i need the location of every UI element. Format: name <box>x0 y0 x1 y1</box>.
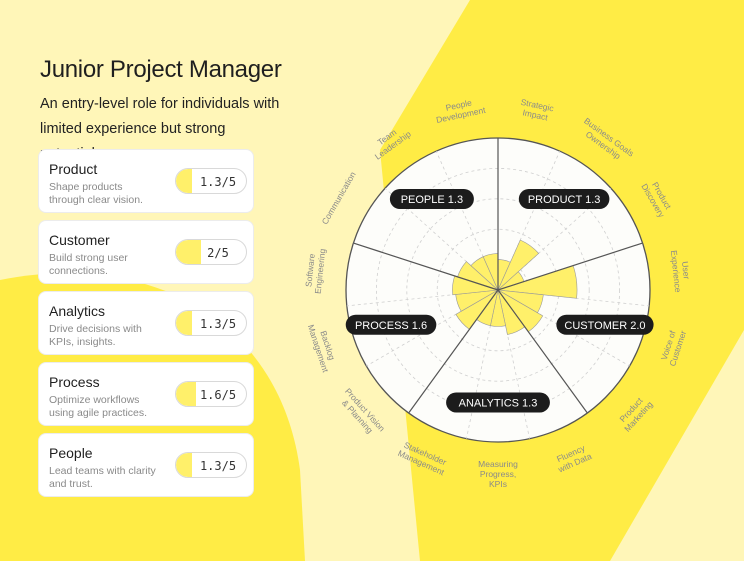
chart-bar <box>497 239 540 291</box>
card-customer[interactable]: Customer Build strong user connections. … <box>38 220 254 284</box>
card-title: Product <box>49 161 98 177</box>
score-value: 1.3/5 <box>199 175 237 189</box>
card-product[interactable]: Product Shape products through clear vis… <box>38 149 254 213</box>
score-value: 1.3/5 <box>199 459 237 473</box>
score-pill: 2/5 <box>175 239 247 265</box>
score-fill <box>176 382 197 406</box>
card-analytics[interactable]: Analytics Drive decisions with KPIs, ins… <box>38 291 254 355</box>
axis-label: SoftwareEngineering <box>303 247 328 294</box>
axis-label: Voice ofCustomer <box>658 326 688 367</box>
category-divider <box>408 289 499 414</box>
score-fill <box>176 311 193 335</box>
axis-label: Communication <box>320 170 358 226</box>
card-process[interactable]: Process Optimize workflows using agile p… <box>38 362 254 426</box>
axis-label: ProductMarketing <box>615 392 655 433</box>
page-subtitle: An entry-level role for individuals with… <box>40 96 280 162</box>
axis-label: TeamLeadership <box>367 121 413 162</box>
category-badge <box>556 314 654 335</box>
category-divider <box>497 242 643 291</box>
category-divider <box>353 242 499 291</box>
card-description: Lead teams with clarity and trust. <box>49 465 156 490</box>
score-pill: 1.3/5 <box>175 310 247 336</box>
axis-label: StakeholderManagement <box>396 439 450 478</box>
axis-label: Measuring Progress, KPIs <box>478 459 518 489</box>
axis-label: Product Vision& Planning <box>336 386 388 440</box>
score-value: 1.6/5 <box>199 388 237 402</box>
category-badge-label: CUSTOMER 2.0 <box>564 320 645 332</box>
card-people[interactable]: People Lead teams with clarity and trust… <box>38 433 254 497</box>
category-badge <box>518 189 610 210</box>
axis-label: BacklogManagement <box>306 320 341 374</box>
score-fill <box>176 453 193 477</box>
card-description: Drive decisions with KPIs, insights. <box>49 323 142 348</box>
card-description: Optimize workflows using agile practices… <box>49 394 148 419</box>
axis-label: PeopleDevelopment <box>433 95 487 125</box>
category-badge-label: ANALYTICS 1.3 <box>459 397 538 409</box>
category-badge-label: PROCESS 1.6 <box>355 320 427 332</box>
axis-label: StrategicImpact <box>518 97 556 124</box>
category-badge <box>389 189 474 210</box>
card-title: People <box>49 445 93 461</box>
axis-label: Fluencywith Data <box>552 442 594 475</box>
category-divider <box>497 289 588 414</box>
score-fill <box>176 240 202 264</box>
category-badge-label: PRODUCT 1.3 <box>528 194 601 206</box>
category-badge <box>345 314 437 335</box>
card-description: Build strong user connections. <box>49 252 128 277</box>
axis-label: ProductDiscovery <box>639 177 675 220</box>
chart-ring <box>406 198 590 382</box>
score-value: 1.3/5 <box>199 317 237 331</box>
card-title: Process <box>49 374 100 390</box>
score-pill: 1.6/5 <box>175 381 247 407</box>
axis-label: UserExperience <box>669 249 693 294</box>
category-badge <box>446 392 550 413</box>
page-title: Junior Project Manager <box>40 56 282 83</box>
score-fill <box>176 169 193 193</box>
category-badge-label: PEOPLE 1.3 <box>401 194 463 206</box>
score-pill: 1.3/5 <box>175 452 247 478</box>
score-pill: 1.3/5 <box>175 168 247 194</box>
axis-label: Business GoalsOwnership <box>576 116 636 167</box>
card-title: Customer <box>49 232 110 248</box>
score-value: 2/5 <box>207 246 229 260</box>
card-description: Shape products through clear vision. <box>49 181 143 206</box>
card-title: Analytics <box>49 303 106 319</box>
